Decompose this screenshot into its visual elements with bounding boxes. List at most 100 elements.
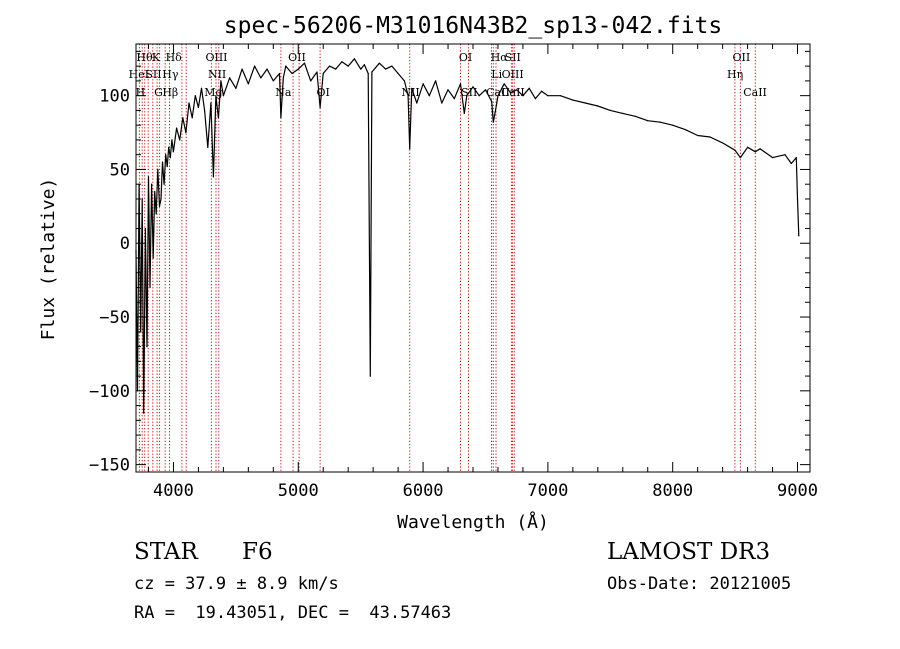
data-point-52 [282,77,284,79]
data-point-27 [182,117,184,119]
data-point-95 [494,109,497,111]
data-point-11 [152,257,154,259]
data-point-45 [247,83,249,85]
line-label: CaII [486,86,510,99]
data-point-98 [509,92,511,94]
data-point-105 [559,95,562,97]
data-point-22 [169,157,171,159]
data-point-30 [191,117,193,119]
line-marker-layer [138,44,756,472]
chart-title: spec-56206-M31016N43B2_sp13-042.fits [224,13,723,39]
y-axis-label: Flux (relative) [38,178,59,341]
data-point-29 [188,102,190,104]
data-point-75 [397,72,399,75]
data-point-12 [154,191,156,193]
plot-frame [135,43,811,473]
x-tick-label: 8000 [652,481,693,501]
spectral-subclass: F6 [242,539,273,565]
data-point-77 [407,95,409,97]
line-label: CaII [501,86,525,99]
x-tick-label: 5000 [278,481,319,501]
line-label: SII [505,51,521,64]
data-point-28 [185,132,187,134]
coordinates-line: RA = 19.43051, DEC = 43.57463 [134,603,452,623]
line-label: Hα [491,51,509,64]
data-point-72 [378,62,380,64]
line-label: OII [732,51,750,64]
line-label: OI [317,86,330,99]
data-point-35 [207,146,209,148]
data-point-13 [155,213,157,215]
data-point-129 [798,235,800,237]
data-point-16 [160,198,162,200]
data-point-32 [197,106,199,109]
data-point-79 [411,87,413,89]
data-point-43 [235,87,237,89]
data-point-99 [516,89,518,91]
survey-name: LAMOST DR3 [607,539,771,565]
data-point-54 [291,72,293,75]
data-point-34 [204,109,206,111]
data-point-117 [709,136,711,138]
line-label: K [152,51,161,64]
data-point-42 [229,77,231,79]
data-point-118 [722,142,724,144]
line-label: SII [461,86,477,99]
data-point-128 [796,198,799,200]
line-label: OIII [502,68,524,81]
x-axis-label: Wavelength (Å) [397,511,549,533]
data-point-66 [360,68,362,70]
data-point-68 [367,72,369,75]
data-point-108 [597,105,599,107]
line-label: Hβ [162,86,178,99]
data-point-44 [241,68,243,70]
data-point-8 [147,176,150,178]
data-point-126 [790,162,792,165]
object-class: STAR [134,539,198,565]
redshift-line: cz = 37.9 ± 8.9 km/s [134,574,339,594]
line-label: G [154,86,163,99]
data-point-116 [697,134,699,137]
data-point-123 [759,148,761,150]
y-tick-label: −100 [89,382,130,402]
data-point-91 [478,95,480,97]
line-label: Hη [727,68,743,81]
data-point-101 [528,87,530,89]
data-point-19 [165,154,167,156]
data-point-115 [684,129,686,131]
data-point-102 [534,98,537,100]
data-point-25 [176,127,178,129]
data-point-114 [672,124,674,126]
data-point-93 [491,101,493,103]
data-point-31 [194,95,196,97]
series-line-flux [135,58,800,414]
data-point-48 [266,68,268,70]
data-point-14 [157,168,159,170]
y-tick-label: −50 [99,308,130,328]
data-point-87 [459,83,462,85]
data-point-104 [547,95,549,97]
data-point-60 [322,72,324,75]
data-point-58 [316,71,318,73]
data-point-83 [435,80,437,82]
data-point-97 [503,83,505,85]
data-point-80 [416,102,418,104]
data-point-61 [328,65,331,67]
data-point-94 [492,121,494,123]
data-point-33 [200,87,203,89]
line-label: NII [401,86,419,99]
data-point-70 [371,71,373,73]
data-point-85 [447,89,449,91]
data-point-24 [172,151,174,153]
data-point-89 [466,95,468,97]
data-point-5 [143,412,145,414]
data-point-36 [210,102,212,104]
line-label: HeI [129,68,149,81]
data-point-23 [171,139,173,141]
data-point-76 [403,80,405,82]
data-point-21 [168,146,170,148]
x-tick-label: 9000 [777,481,818,501]
data-point-121 [747,146,749,148]
line-label: Hθ [136,51,153,64]
